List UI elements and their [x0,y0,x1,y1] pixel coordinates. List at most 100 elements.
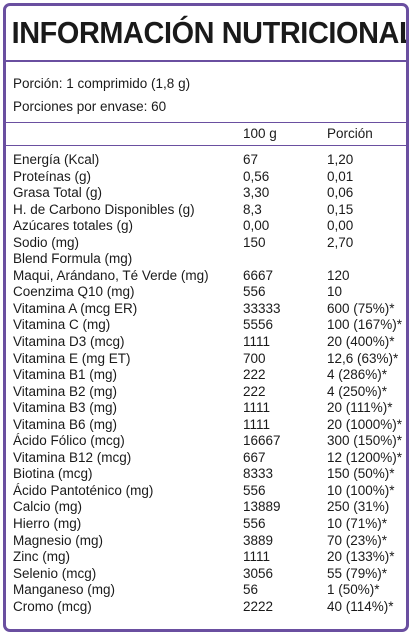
value-per-portion: 70 (23%)* [327,532,388,548]
value-per-100g: 67 [243,152,259,167]
nutrient-name: Zinc (mg) [13,549,70,565]
value-per-100g: 150 [243,234,266,250]
table-row: Hierro (mg) 556 10 (71%)* [6,516,406,533]
nutrient-name: Vitamina D3 (mcg) [13,334,125,350]
table-row: Vitamina B1 (mg) 222 4 (286%)* [6,367,406,384]
value-per-100g: 56 [243,582,259,598]
value-per-100g: 222 [243,383,266,399]
nutrient-name: Cromo (mcg) [13,598,92,614]
value-per-100g: 2222 [243,598,274,614]
value-per-portion: 20 (400%)* [327,334,395,350]
value-per-portion: 0,06 [327,185,354,201]
nutrient-name: Azúcares totales (g) [13,218,134,234]
value-per-100g: 1111 [243,416,271,432]
table-row: Vitamina B6 (mg) 1111 20 (1000%)* [6,417,406,434]
value-per-100g: 667 [243,449,266,465]
value-per-100g: 556 [243,516,266,532]
value-per-100g: 13889 [243,499,281,515]
table-row: Vitamina B3 (mg) 1111 20 (111%)* [6,400,406,417]
value-per-100g: 8,3 [243,201,262,217]
table-row: Vitamina B2 (mg) 222 4 (250%)* [6,384,406,401]
nutrient-name: Selenio (mcg) [13,565,97,581]
table-row: Calcio (mg) 13889 250 (31%) [6,499,406,516]
nutrient-name: Vitamina B1 (mg) [13,367,118,383]
value-per-portion: 0,15 [327,201,354,217]
value-per-100g: 5556 [243,317,274,333]
title-divider [6,60,406,62]
table-row: H. de Carbono Disponibles (g) 8,3 0,15 [6,202,406,219]
value-per-portion: 150 (50%)* [327,466,395,482]
nutrient-name: Vitamina B6 (mg) [13,416,118,432]
value-per-portion: 55 (79%)* [327,565,388,581]
nutrient-name: Vitamina B2 (mg) [13,383,118,399]
table-row: Biotina (mcg) 8333 150 (50%)* [6,466,406,483]
table-row: Energía (Kcal) 67 1,20 [6,152,406,169]
value-per-portion: 10 (71%)* [327,516,388,532]
panel-title: INFORMACIÓN NUTRICIONAL [11,15,409,50]
table-row: Manganeso (mg) 56 1 (50%)* [6,582,406,599]
value-per-100g: 0,56 [243,168,270,184]
value-per-portion: 250 (31%) [327,499,390,515]
serving-divider [6,122,406,123]
nutrition-facts-panel: INFORMACIÓN NUTRICIONAL Porción: 1 compr… [3,3,409,632]
serving-info: Porción: 1 comprimido (1,8 g) Porciones … [6,62,406,122]
table-row: Proteínas (g) 0,56 0,01 [6,169,406,186]
value-per-portion: 20 (111%)* [327,400,393,416]
value-per-portion: 2,70 [327,234,354,250]
nutrient-name: Magnesio (mg) [13,532,104,548]
value-per-portion: 1 (50%)* [327,582,380,598]
nutrient-name: Maqui, Arándano, Té Verde (mg) [13,267,209,283]
column-header-100g: 100 g [243,126,277,141]
nutrient-name: Energía (Kcal) [13,152,100,167]
value-per-100g: 1111 [243,549,271,565]
table-row: Maqui, Arándano, Té Verde (mg) 6667 120 [6,268,406,285]
nutrient-name: Manganeso (mg) [13,582,116,598]
value-per-100g: 222 [243,367,266,383]
value-per-portion: 10 (100%)* [327,482,395,498]
value-per-portion: 20 (1000%)* [327,416,403,432]
value-per-portion: 100 (167%)* [327,317,403,333]
value-per-100g: 3,30 [243,185,270,201]
value-per-100g: 8333 [243,466,274,482]
value-per-portion: 4 (286%)* [327,367,388,383]
value-per-100g: 16667 [243,433,281,449]
value-per-100g: 33333 [243,300,281,316]
column-header-portion: Porción [327,126,373,141]
nutrient-name: H. de Carbono Disponibles (g) [13,201,195,217]
value-per-100g: 0,00 [243,218,270,234]
nutrient-name: Proteínas (g) [13,168,92,184]
nutrient-name: Coenzima Q10 (mg) [13,284,135,300]
nutrient-name: Grasa Total (g) [13,185,103,201]
value-per-portion: 600 (75%)* [327,300,395,316]
table-row: Coenzima Q10 (mg) 556 10 [6,284,406,301]
nutrient-name: Calcio (mg) [13,499,83,515]
nutrient-name: Vitamina C (mg) [13,317,111,333]
table-row: Grasa Total (g) 3,30 0,06 [6,185,406,202]
value-per-portion: 4 (250%)* [327,383,388,399]
value-per-100g: 3889 [243,532,274,548]
nutrient-name: Vitamina B3 (mg) [13,400,118,416]
table-row: Vitamina A (mcg ER) 33333 600 (75%)* [6,301,406,318]
value-per-portion: 0,01 [327,168,354,184]
nutrient-name: Biotina (mcg) [13,466,93,482]
value-per-100g: 556 [243,284,266,300]
value-per-portion: 12,6 (63%)* [327,350,399,366]
table-row: Ácido Pantoténico (mg) 556 10 (100%)* [6,483,406,500]
nutrient-name: Vitamina B12 (mcg) [13,449,132,465]
table-row: Cromo (mcg) 2222 40 (114%)* [6,599,406,616]
table-row: Blend Formula (mg) [6,251,406,268]
value-per-portion: 0,00 [327,218,354,234]
value-per-portion: 40 (114%)* [327,598,394,614]
nutrient-name: Vitamina E (mg ET) [13,350,131,366]
value-per-100g: 700 [243,350,266,366]
value-per-100g: 6667 [243,267,274,283]
nutrient-name: Vitamina A (mcg ER) [13,300,138,316]
column-header-row: 100 g Porción [6,123,406,145]
table-row: Magnesio (mg) 3889 70 (23%)* [6,533,406,550]
nutrient-name: Hierro (mg) [13,516,82,532]
nutrient-name: Ácido Pantoténico (mg) [13,482,154,498]
table-row: Sodio (mg) 150 2,70 [6,235,406,252]
table-row: Zinc (mg) 1111 20 (133%)* [6,549,406,566]
portion-size: Porción: 1 comprimido (1,8 g) [13,76,191,91]
table-row: Azúcares totales (g) 0,00 0,00 [6,218,406,235]
